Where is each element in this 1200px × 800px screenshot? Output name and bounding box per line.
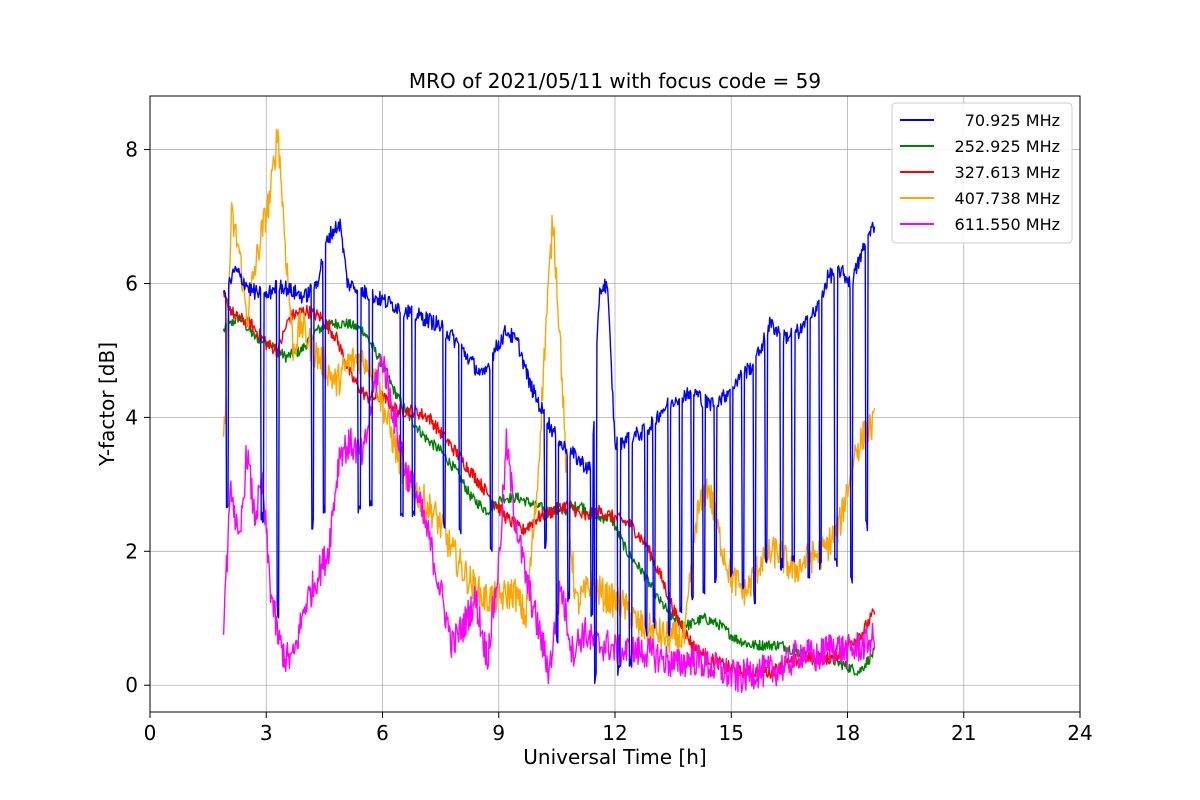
series-line [222, 128, 876, 656]
y-tick-label: 6 [125, 271, 138, 295]
y-tick-label: 4 [125, 405, 138, 429]
legend-label: 252.925 MHz [955, 137, 1060, 156]
legend: 70.925 MHz 252.925 MHz 327.613 MHz 407.738 … [891, 102, 1073, 244]
x-tick-label: 18 [835, 721, 860, 745]
legend-label: 70.925 MHz [965, 111, 1060, 130]
y-tick-label: 8 [125, 138, 138, 162]
series-line [222, 353, 876, 693]
x-tick-label: 21 [951, 721, 976, 745]
x-tick-label: 9 [492, 721, 505, 745]
x-tick-label: 0 [144, 721, 157, 745]
legend-label: 611.550 MHz [955, 215, 1060, 234]
x-tick-label: 24 [1067, 721, 1092, 745]
x-tick-label: 6 [376, 721, 389, 745]
x-axis-title: Universal Time [h] [523, 745, 706, 769]
legend-box [891, 102, 1073, 244]
y-tick-label: 2 [125, 539, 138, 563]
x-tick-label: 15 [719, 721, 744, 745]
x-tick-label: 3 [260, 721, 273, 745]
series-line [223, 218, 876, 685]
x-tick-label: 12 [602, 721, 627, 745]
plot-series [222, 128, 876, 693]
chart-title: MRO of 2021/05/11 with focus code = 59 [409, 69, 821, 93]
series-line [222, 314, 876, 676]
y-axis-title: Y-factor [dB] [95, 342, 119, 467]
series-line [222, 290, 876, 679]
legend-label: 407.738 MHz [955, 189, 1060, 208]
y-tick-label: 0 [125, 673, 138, 697]
legend-label: 327.613 MHz [955, 163, 1060, 182]
